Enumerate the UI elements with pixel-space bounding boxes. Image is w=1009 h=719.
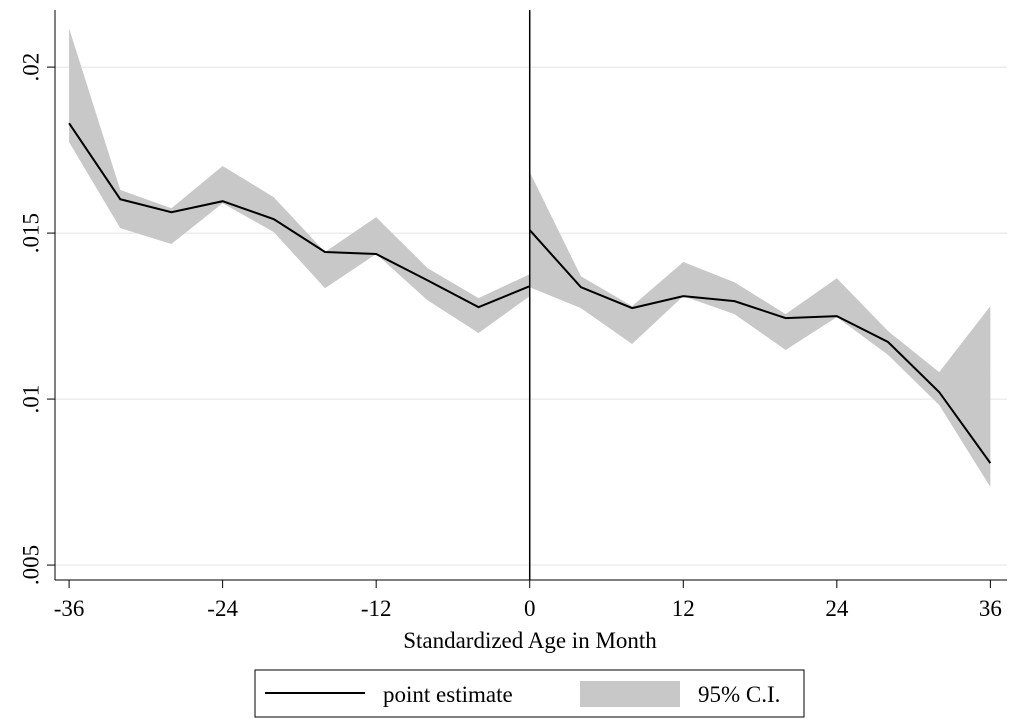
x-tick-label: 12 <box>672 596 695 621</box>
x-tick-label: -24 <box>207 596 238 621</box>
legend: point estimate 95% C.I. <box>254 669 805 718</box>
legend-swatch <box>580 681 680 707</box>
x-tick-label: 36 <box>979 596 1002 621</box>
x-tick-label: 0 <box>524 596 536 621</box>
x-tick-label: -36 <box>54 596 85 621</box>
estimate-line <box>68 122 992 464</box>
legend-label: 95% C.I. <box>698 682 780 707</box>
x-tick-label: 24 <box>825 596 849 621</box>
x-tick-label: -12 <box>361 596 392 621</box>
legend-label: point estimate <box>383 682 513 707</box>
x-axis-label: Standardized Age in Month <box>403 628 657 653</box>
y-tick-label: .005 <box>18 545 43 585</box>
y-tick-label: .01 <box>18 385 43 414</box>
y-tick-label: .015 <box>18 213 43 253</box>
y-tick-label: .02 <box>18 53 43 82</box>
